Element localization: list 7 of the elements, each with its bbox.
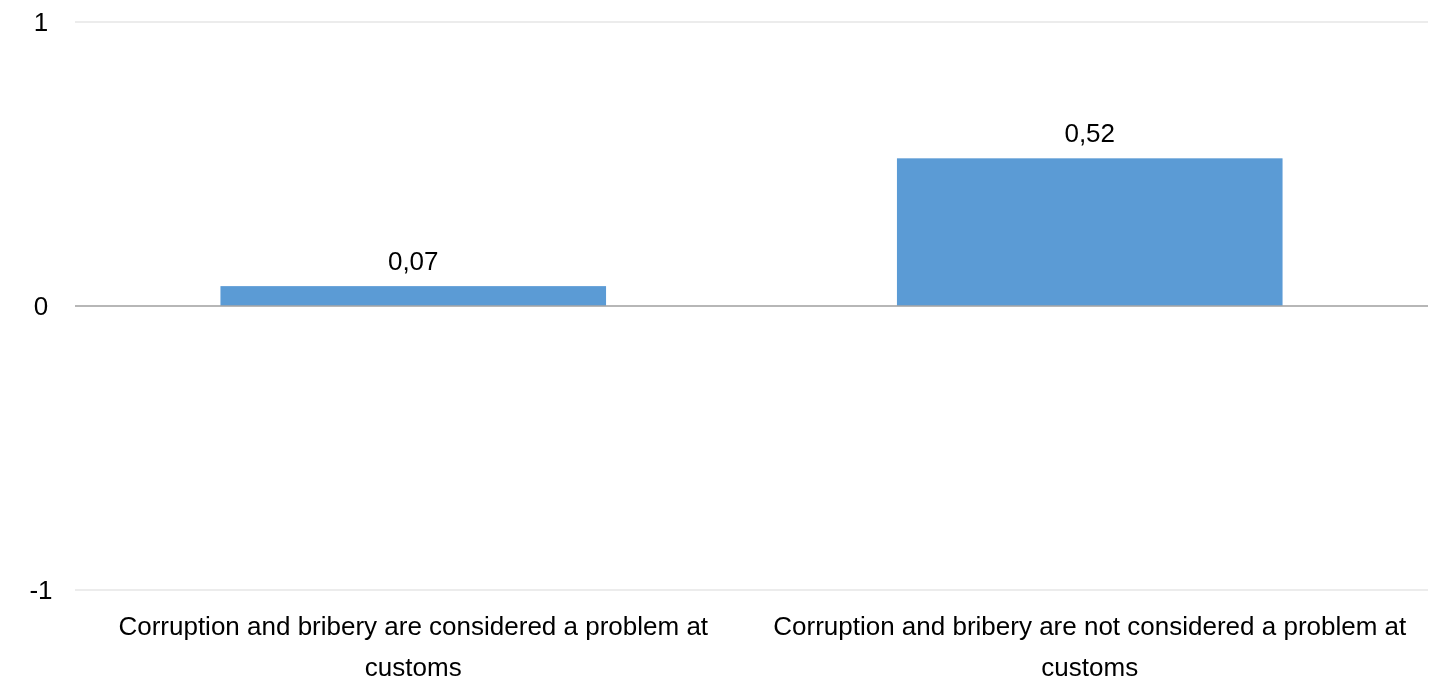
x-tick-label: Corruption and bribery are considered a problem at customs: [118, 611, 709, 682]
y-tick-label: 0: [33, 291, 49, 322]
x-tick-label: Corruption and bribery are not considered a problem at customs: [773, 611, 1408, 682]
data-label: 0,07: [387, 246, 439, 277]
y-tick-label: 1: [33, 7, 49, 38]
data-label: 0,52: [1064, 118, 1116, 149]
y-tick-label: -1: [29, 575, 53, 606]
